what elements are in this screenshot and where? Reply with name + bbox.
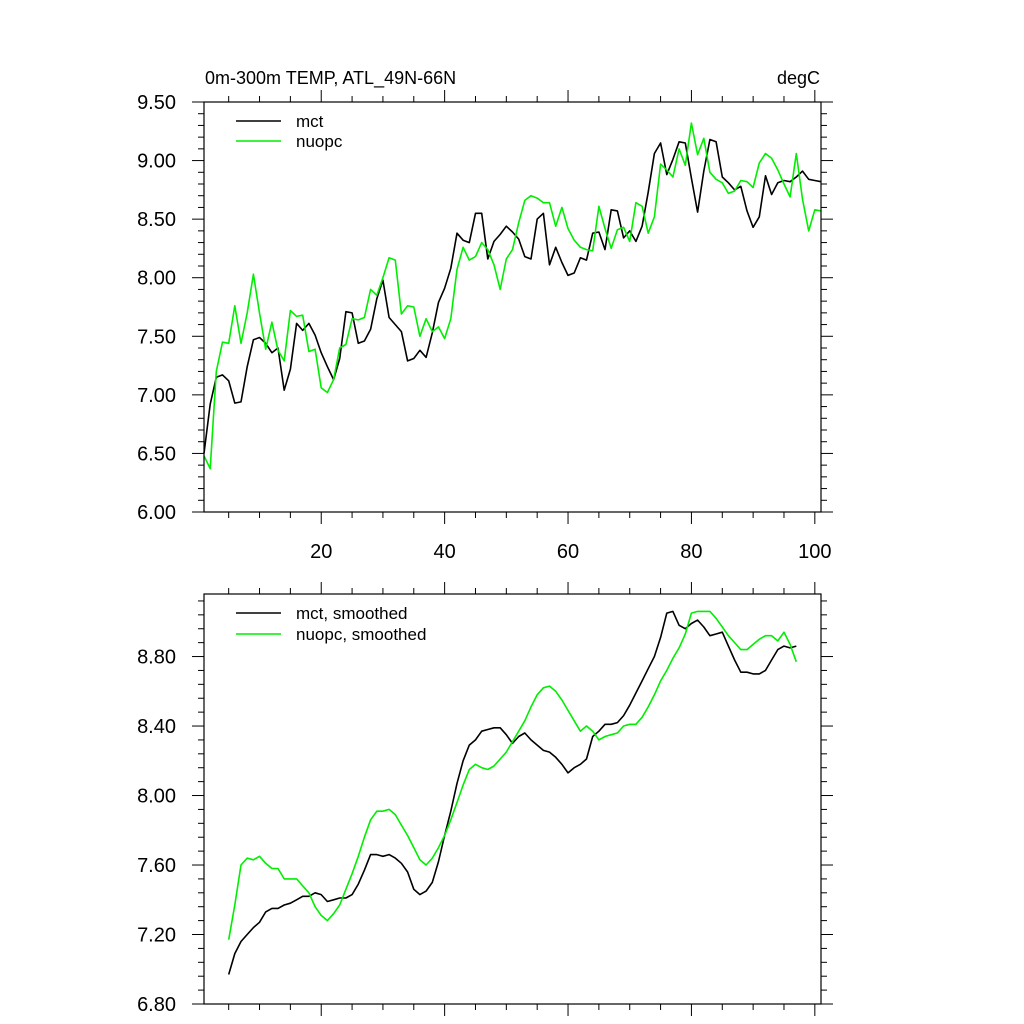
top-series-line-mct <box>203 138 822 454</box>
legend-label-mct: mct <box>296 112 324 131</box>
top-chart-frame <box>203 101 822 513</box>
legend-label-nuopc-smoothed: nuopc, smoothed <box>296 625 426 644</box>
bottom-y-tick-label: 8.80 <box>137 647 176 669</box>
top-chart-ticks: 20 40 60 80 100 6.00 6.50 7.00 7.50 8.00 8.50 9.00 9… <box>137 90 833 563</box>
bottom-y-tick-label: 7.20 <box>137 925 176 947</box>
top-x-tick-label: 100 <box>798 541 831 563</box>
top-x-tick-label: 60 <box>557 541 579 563</box>
legend-label-nuopc: nuopc <box>296 132 343 151</box>
top-y-tick-label: 8.00 <box>137 268 176 290</box>
legend-label-mct-smoothed: mct, smoothed <box>296 604 408 623</box>
top-y-tick-label: 7.50 <box>137 326 176 348</box>
bottom-y-tick-label: 6.80 <box>137 994 176 1016</box>
top-y-tick-label: 8.50 <box>137 209 176 231</box>
top-y-tick-label: 6.00 <box>137 502 176 524</box>
top-series-line-nuopc <box>203 122 822 470</box>
bottom-y-tick-label: 8.00 <box>137 786 176 808</box>
bottom-chart-panel: 6.80 7.20 7.60 8.00 8.40 8.80 mct, smoothed n… <box>137 582 833 1016</box>
bottom-chart-legend: mct, smoothed nuopc, smoothed <box>236 604 426 644</box>
top-chart-units: degC <box>777 68 820 88</box>
bottom-series-line-mct-smoothed <box>227 610 797 975</box>
top-x-tick-label: 80 <box>680 541 702 563</box>
top-x-tick-label: 20 <box>310 541 332 563</box>
top-chart-panel: 0m-300m TEMP, ATL_49N-66N degC 20 40 60 80 1… <box>137 68 833 563</box>
bottom-y-tick-label: 8.40 <box>137 716 176 738</box>
top-y-tick-label: 7.00 <box>137 385 176 407</box>
top-y-tick-label: 9.00 <box>137 151 176 173</box>
bottom-chart-ticks: 6.80 7.20 7.60 8.00 8.40 8.80 <box>137 582 833 1016</box>
bottom-chart-frame <box>203 593 822 1005</box>
bottom-series-line-nuopc-smoothed <box>227 610 798 940</box>
top-y-tick-label: 6.50 <box>137 443 176 465</box>
bottom-y-tick-label: 7.60 <box>137 855 176 877</box>
top-x-tick-label: 40 <box>434 541 456 563</box>
top-chart-legend: mct nuopc <box>236 112 343 151</box>
top-chart-title: 0m-300m TEMP, ATL_49N-66N <box>205 68 456 89</box>
bottom-chart-series-lines <box>227 610 798 975</box>
top-chart-series-lines <box>203 122 822 470</box>
top-y-tick-label: 9.50 <box>137 92 176 114</box>
